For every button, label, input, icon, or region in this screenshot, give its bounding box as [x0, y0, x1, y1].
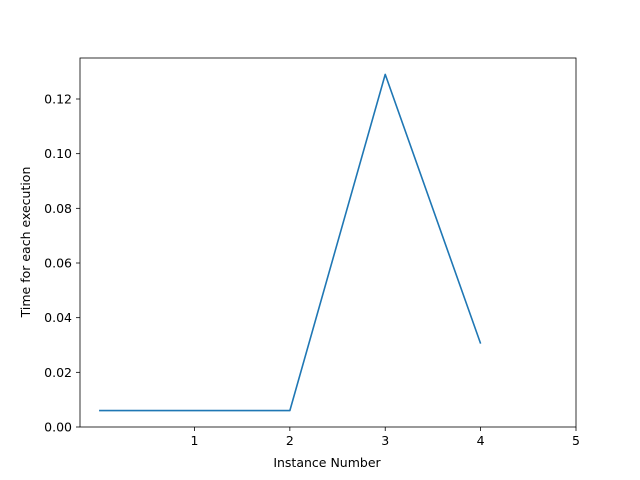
series-line [99, 73, 482, 412]
x-tick-label: 2 [286, 433, 294, 448]
y-tick-label: 0.08 [44, 201, 72, 216]
x-tick-label: 5 [572, 433, 580, 448]
series-layer [99, 73, 482, 412]
x-axis-label: Instance Number [273, 455, 381, 470]
x-axis-ticks: 1 2 3 4 5 [190, 427, 580, 448]
x-tick-label: 1 [190, 433, 198, 448]
y-tick-label: 0.04 [44, 310, 72, 325]
y-tick-label: 0.02 [44, 365, 72, 380]
y-tick-label: 0.06 [44, 256, 72, 271]
y-tick-label: 0.12 [44, 92, 72, 107]
x-tick-label: 3 [381, 433, 389, 448]
x-tick-label: 4 [477, 433, 485, 448]
plot-frame [79, 57, 577, 428]
plot-area [79, 57, 577, 428]
y-tick-label: 0.00 [44, 420, 72, 435]
y-tick-label: 0.10 [44, 146, 72, 161]
y-axis-ticks: 0.00 0.02 0.04 0.06 0.08 0.10 0.12 [44, 92, 80, 435]
y-axis-label: Time for each execution [18, 167, 33, 319]
